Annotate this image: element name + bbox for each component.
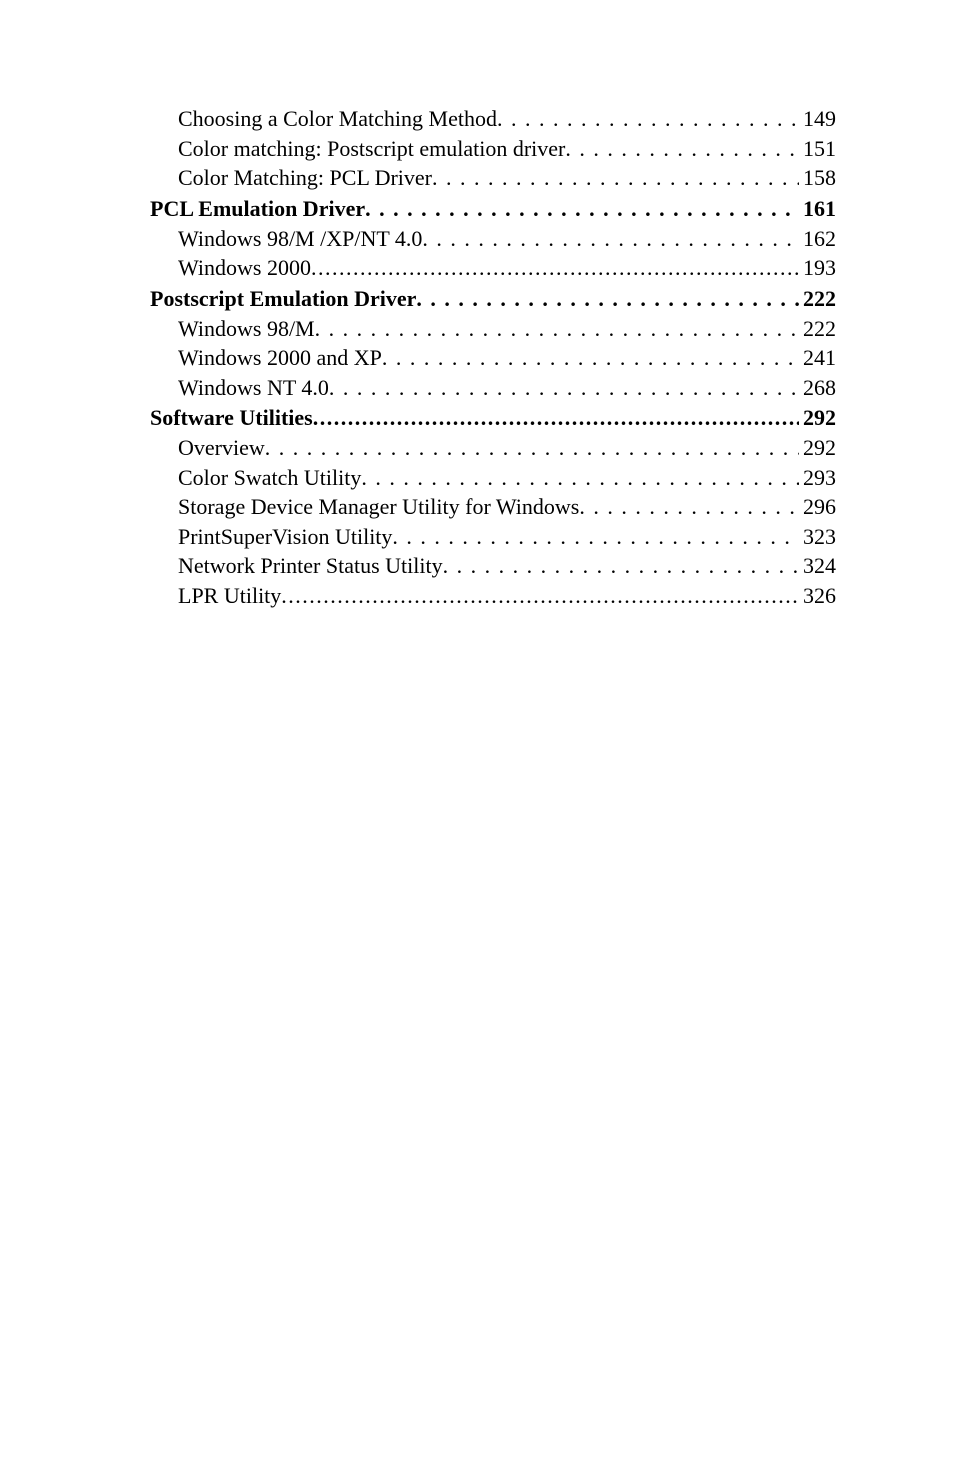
toc-entry-page: 222	[799, 314, 836, 344]
toc-entry-leader: ........................................…	[281, 581, 799, 611]
toc-entry-label: PCL Emulation Driver	[150, 193, 365, 224]
toc-entry-page: 326	[799, 581, 836, 611]
toc-entry: Windows 98/M . . . . . . . . . . . . . .…	[178, 314, 836, 344]
toc-entry-label: Windows 98/M /XP/NT 4.0	[178, 224, 422, 254]
toc-entry-page: 323	[799, 522, 836, 552]
toc-entry-leader: . . . . . . . . . . . . . . . . . . . . …	[579, 492, 799, 522]
toc-entry-leader: . . . . . . . . . . . . . . . . . . . . …	[392, 522, 799, 552]
toc-entry-page: 193	[799, 253, 836, 283]
toc-entry-page: 162	[799, 224, 836, 254]
toc-entry-label: LPR Utility	[178, 581, 281, 611]
toc-entry-label: Network Printer Status Utility	[178, 551, 443, 581]
toc-entry-page: 161	[799, 193, 836, 224]
toc-entry-label: Software Utilities	[150, 402, 313, 433]
toc-entry-leader: ........................................…	[313, 402, 799, 433]
toc-entry-page: 324	[799, 551, 836, 581]
toc-entry: Windows 2000 and XP . . . . . . . . . . …	[178, 343, 836, 373]
toc-entry-label: PrintSuperVision Utility	[178, 522, 392, 552]
toc-entry-leader: . . . . . . . . . . . . . . . . . . . . …	[565, 134, 799, 164]
toc-entry-leader: . . . . . . . . . . . . . . . . . . . . …	[422, 224, 799, 254]
toc-entry-leader: . . . . . . . . . . . . . . . . . . . . …	[416, 283, 799, 314]
toc-entry: Windows 2000............................…	[178, 253, 836, 283]
toc-entry: PCL Emulation Driver . . . . . . . . . .…	[150, 193, 836, 224]
toc-entry: PrintSuperVision Utility . . . . . . . .…	[178, 522, 836, 552]
table-of-contents: Choosing a Color Matching Method . . . .…	[150, 104, 836, 610]
toc-entry-page: 296	[799, 492, 836, 522]
toc-entry: Choosing a Color Matching Method . . . .…	[178, 104, 836, 134]
toc-entry: Software Utilities......................…	[150, 402, 836, 433]
page-container: Choosing a Color Matching Method . . . .…	[0, 0, 954, 1475]
toc-entry-leader: . . . . . . . . . . . . . . . . . . . . …	[443, 551, 799, 581]
toc-entry-leader: . . . . . . . . . . . . . . . . . . . . …	[497, 104, 799, 134]
toc-entry: Color Matching: PCL Driver . . . . . . .…	[178, 163, 836, 193]
toc-entry-page: 268	[799, 373, 836, 403]
toc-entry-leader: ........................................…	[311, 253, 799, 283]
toc-entry-label: Color matching: Postscript emulation dri…	[178, 134, 565, 164]
toc-entry: Postscript Emulation Driver . . . . . . …	[150, 283, 836, 314]
toc-entry: Color matching: Postscript emulation dri…	[178, 134, 836, 164]
toc-entry-leader: . . . . . . . . . . . . . . . . . . . . …	[432, 163, 799, 193]
toc-entry: Windows NT 4.0 . . . . . . . . . . . . .…	[178, 373, 836, 403]
toc-entry-leader: . . . . . . . . . . . . . . . . . . . . …	[265, 433, 799, 463]
toc-entry-label: Color Swatch Utility	[178, 463, 361, 493]
toc-entry-label: Overview	[178, 433, 265, 463]
toc-entry: Network Printer Status Utility . . . . .…	[178, 551, 836, 581]
toc-entry-leader: . . . . . . . . . . . . . . . . . . . . …	[329, 373, 799, 403]
toc-entry-label: Windows 2000 and XP	[178, 343, 382, 373]
toc-entry-leader: . . . . . . . . . . . . . . . . . . . . …	[382, 343, 799, 373]
toc-entry: Color Swatch Utility . . . . . . . . . .…	[178, 463, 836, 493]
toc-entry-label: Postscript Emulation Driver	[150, 283, 416, 314]
toc-entry: Overview . . . . . . . . . . . . . . . .…	[178, 433, 836, 463]
toc-entry-label: Color Matching: PCL Driver	[178, 163, 432, 193]
toc-entry-label: Windows 98/M	[178, 314, 315, 344]
toc-entry-label: Choosing a Color Matching Method	[178, 104, 497, 134]
toc-entry-leader: . . . . . . . . . . . . . . . . . . . . …	[315, 314, 799, 344]
toc-entry-label: Windows NT 4.0	[178, 373, 329, 403]
toc-entry-page: 241	[799, 343, 836, 373]
toc-entry-page: 151	[799, 134, 836, 164]
toc-entry-page: 292	[799, 402, 836, 433]
toc-entry-page: 158	[799, 163, 836, 193]
toc-entry: LPR Utility.............................…	[178, 581, 836, 611]
toc-entry: Storage Device Manager Utility for Windo…	[178, 492, 836, 522]
toc-entry-page: 149	[799, 104, 836, 134]
toc-entry-leader: . . . . . . . . . . . . . . . . . . . . …	[365, 193, 799, 224]
toc-entry-page: 222	[799, 283, 836, 314]
toc-entry-leader: . . . . . . . . . . . . . . . . . . . . …	[361, 463, 799, 493]
toc-entry-label: Storage Device Manager Utility for Windo…	[178, 492, 579, 522]
toc-entry-page: 293	[799, 463, 836, 493]
toc-entry: Windows 98/M /XP/NT 4.0 . . . . . . . . …	[178, 224, 836, 254]
toc-entry-page: 292	[799, 433, 836, 463]
toc-entry-label: Windows 2000	[178, 253, 311, 283]
